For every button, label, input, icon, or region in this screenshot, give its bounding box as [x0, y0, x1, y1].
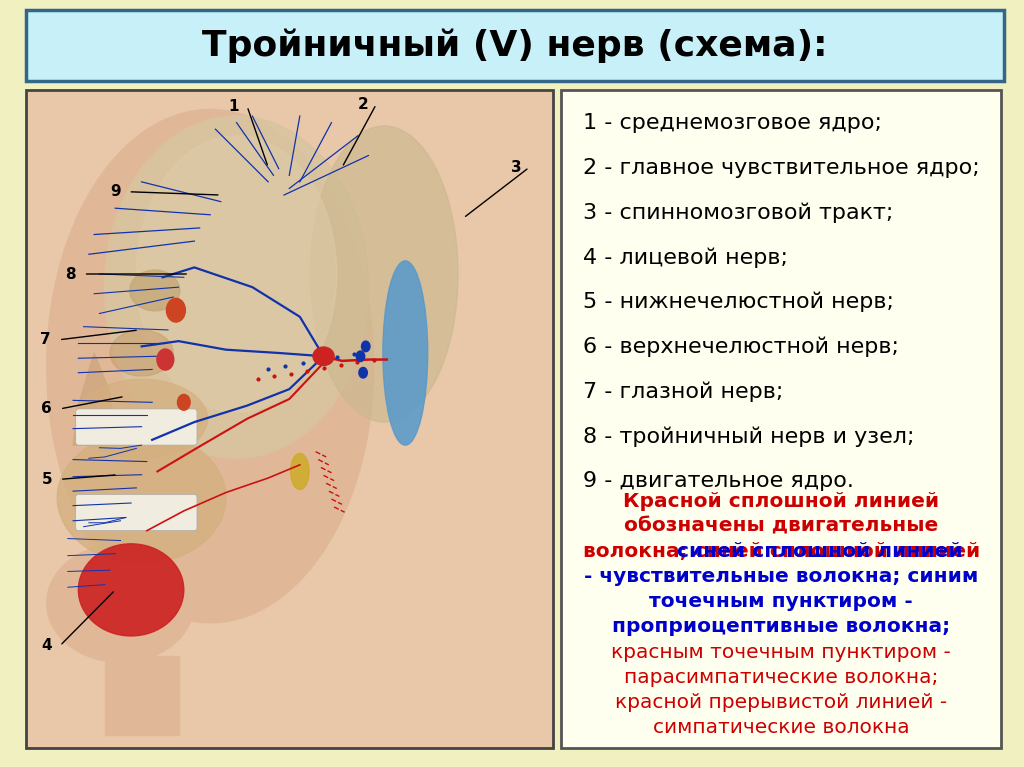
Text: 1: 1 — [228, 99, 240, 114]
Text: парасимпатические волокна;: парасимпатические волокна; — [624, 668, 939, 687]
Text: 2 - главное чувствительное ядро;: 2 - главное чувствительное ядро; — [584, 157, 980, 177]
Text: 8 - тройничный нерв и узел;: 8 - тройничный нерв и узел; — [584, 426, 914, 446]
Text: 5: 5 — [41, 472, 52, 487]
Circle shape — [356, 351, 365, 361]
Ellipse shape — [76, 380, 208, 458]
Ellipse shape — [136, 136, 337, 412]
Ellipse shape — [291, 453, 309, 489]
Circle shape — [157, 349, 174, 370]
Text: 8: 8 — [66, 266, 76, 281]
FancyBboxPatch shape — [26, 10, 1004, 81]
Text: красным точечным пунктиром -: красным точечным пунктиром - — [611, 644, 951, 662]
Ellipse shape — [57, 432, 226, 564]
Text: обозначены двигательные: обозначены двигательные — [625, 517, 938, 536]
Text: 6 - верхнечелюстной нерв;: 6 - верхнечелюстной нерв; — [584, 337, 899, 357]
Ellipse shape — [104, 116, 369, 458]
Text: 9: 9 — [110, 184, 121, 199]
Text: Красной сплошной линией: Красной сплошной линией — [624, 492, 939, 511]
Text: - чувствительные волокна; синим: - чувствительные волокна; синим — [584, 567, 979, 586]
Text: 2: 2 — [357, 97, 369, 112]
Ellipse shape — [47, 110, 374, 623]
Text: волокна; синей сплошной линией: волокна; синей сплошной линией — [583, 542, 980, 561]
Text: 3 - спинномозговой тракт;: 3 - спинномозговой тракт; — [584, 202, 894, 222]
Text: Тройничный (V) нерв (схема):: Тройничный (V) нерв (схема): — [202, 28, 827, 62]
Ellipse shape — [78, 544, 184, 636]
Text: 7 - глазной нерв;: 7 - глазной нерв; — [584, 381, 783, 402]
FancyBboxPatch shape — [561, 90, 1001, 748]
Ellipse shape — [313, 347, 334, 366]
Text: проприоцептивные волокна;: проприоцептивные волокна; — [612, 617, 950, 636]
FancyBboxPatch shape — [26, 90, 553, 748]
Text: 9 - двигательное ядро.: 9 - двигательное ядро. — [584, 471, 854, 491]
Ellipse shape — [47, 544, 195, 662]
Text: точечным пунктиром -: точечным пунктиром - — [649, 592, 913, 611]
Ellipse shape — [110, 330, 173, 376]
Text: 6: 6 — [41, 401, 52, 416]
Text: 5 - нижнечелюстной нерв;: 5 - нижнечелюстной нерв; — [584, 291, 894, 312]
Text: 3: 3 — [511, 160, 521, 175]
Ellipse shape — [310, 126, 458, 422]
Text: 7: 7 — [40, 332, 51, 347]
Circle shape — [358, 367, 368, 378]
Polygon shape — [73, 353, 116, 445]
Text: 1 - среднемозговое ядро;: 1 - среднемозговое ядро; — [584, 113, 882, 133]
Text: красной прерывистой линией -: красной прерывистой линией - — [615, 693, 947, 713]
FancyBboxPatch shape — [76, 495, 197, 531]
Text: синей сплошной линией: синей сплошной линией — [600, 542, 963, 561]
Text: симпатические волокна: симпатические волокна — [653, 719, 909, 737]
Ellipse shape — [383, 261, 428, 445]
Circle shape — [177, 394, 190, 410]
FancyBboxPatch shape — [76, 409, 197, 445]
Text: 4 - лицевой нерв;: 4 - лицевой нерв; — [584, 247, 788, 268]
Text: 4: 4 — [41, 638, 52, 653]
Ellipse shape — [130, 270, 180, 311]
Bar — [104, 656, 178, 735]
Circle shape — [167, 298, 185, 322]
Circle shape — [361, 341, 370, 351]
